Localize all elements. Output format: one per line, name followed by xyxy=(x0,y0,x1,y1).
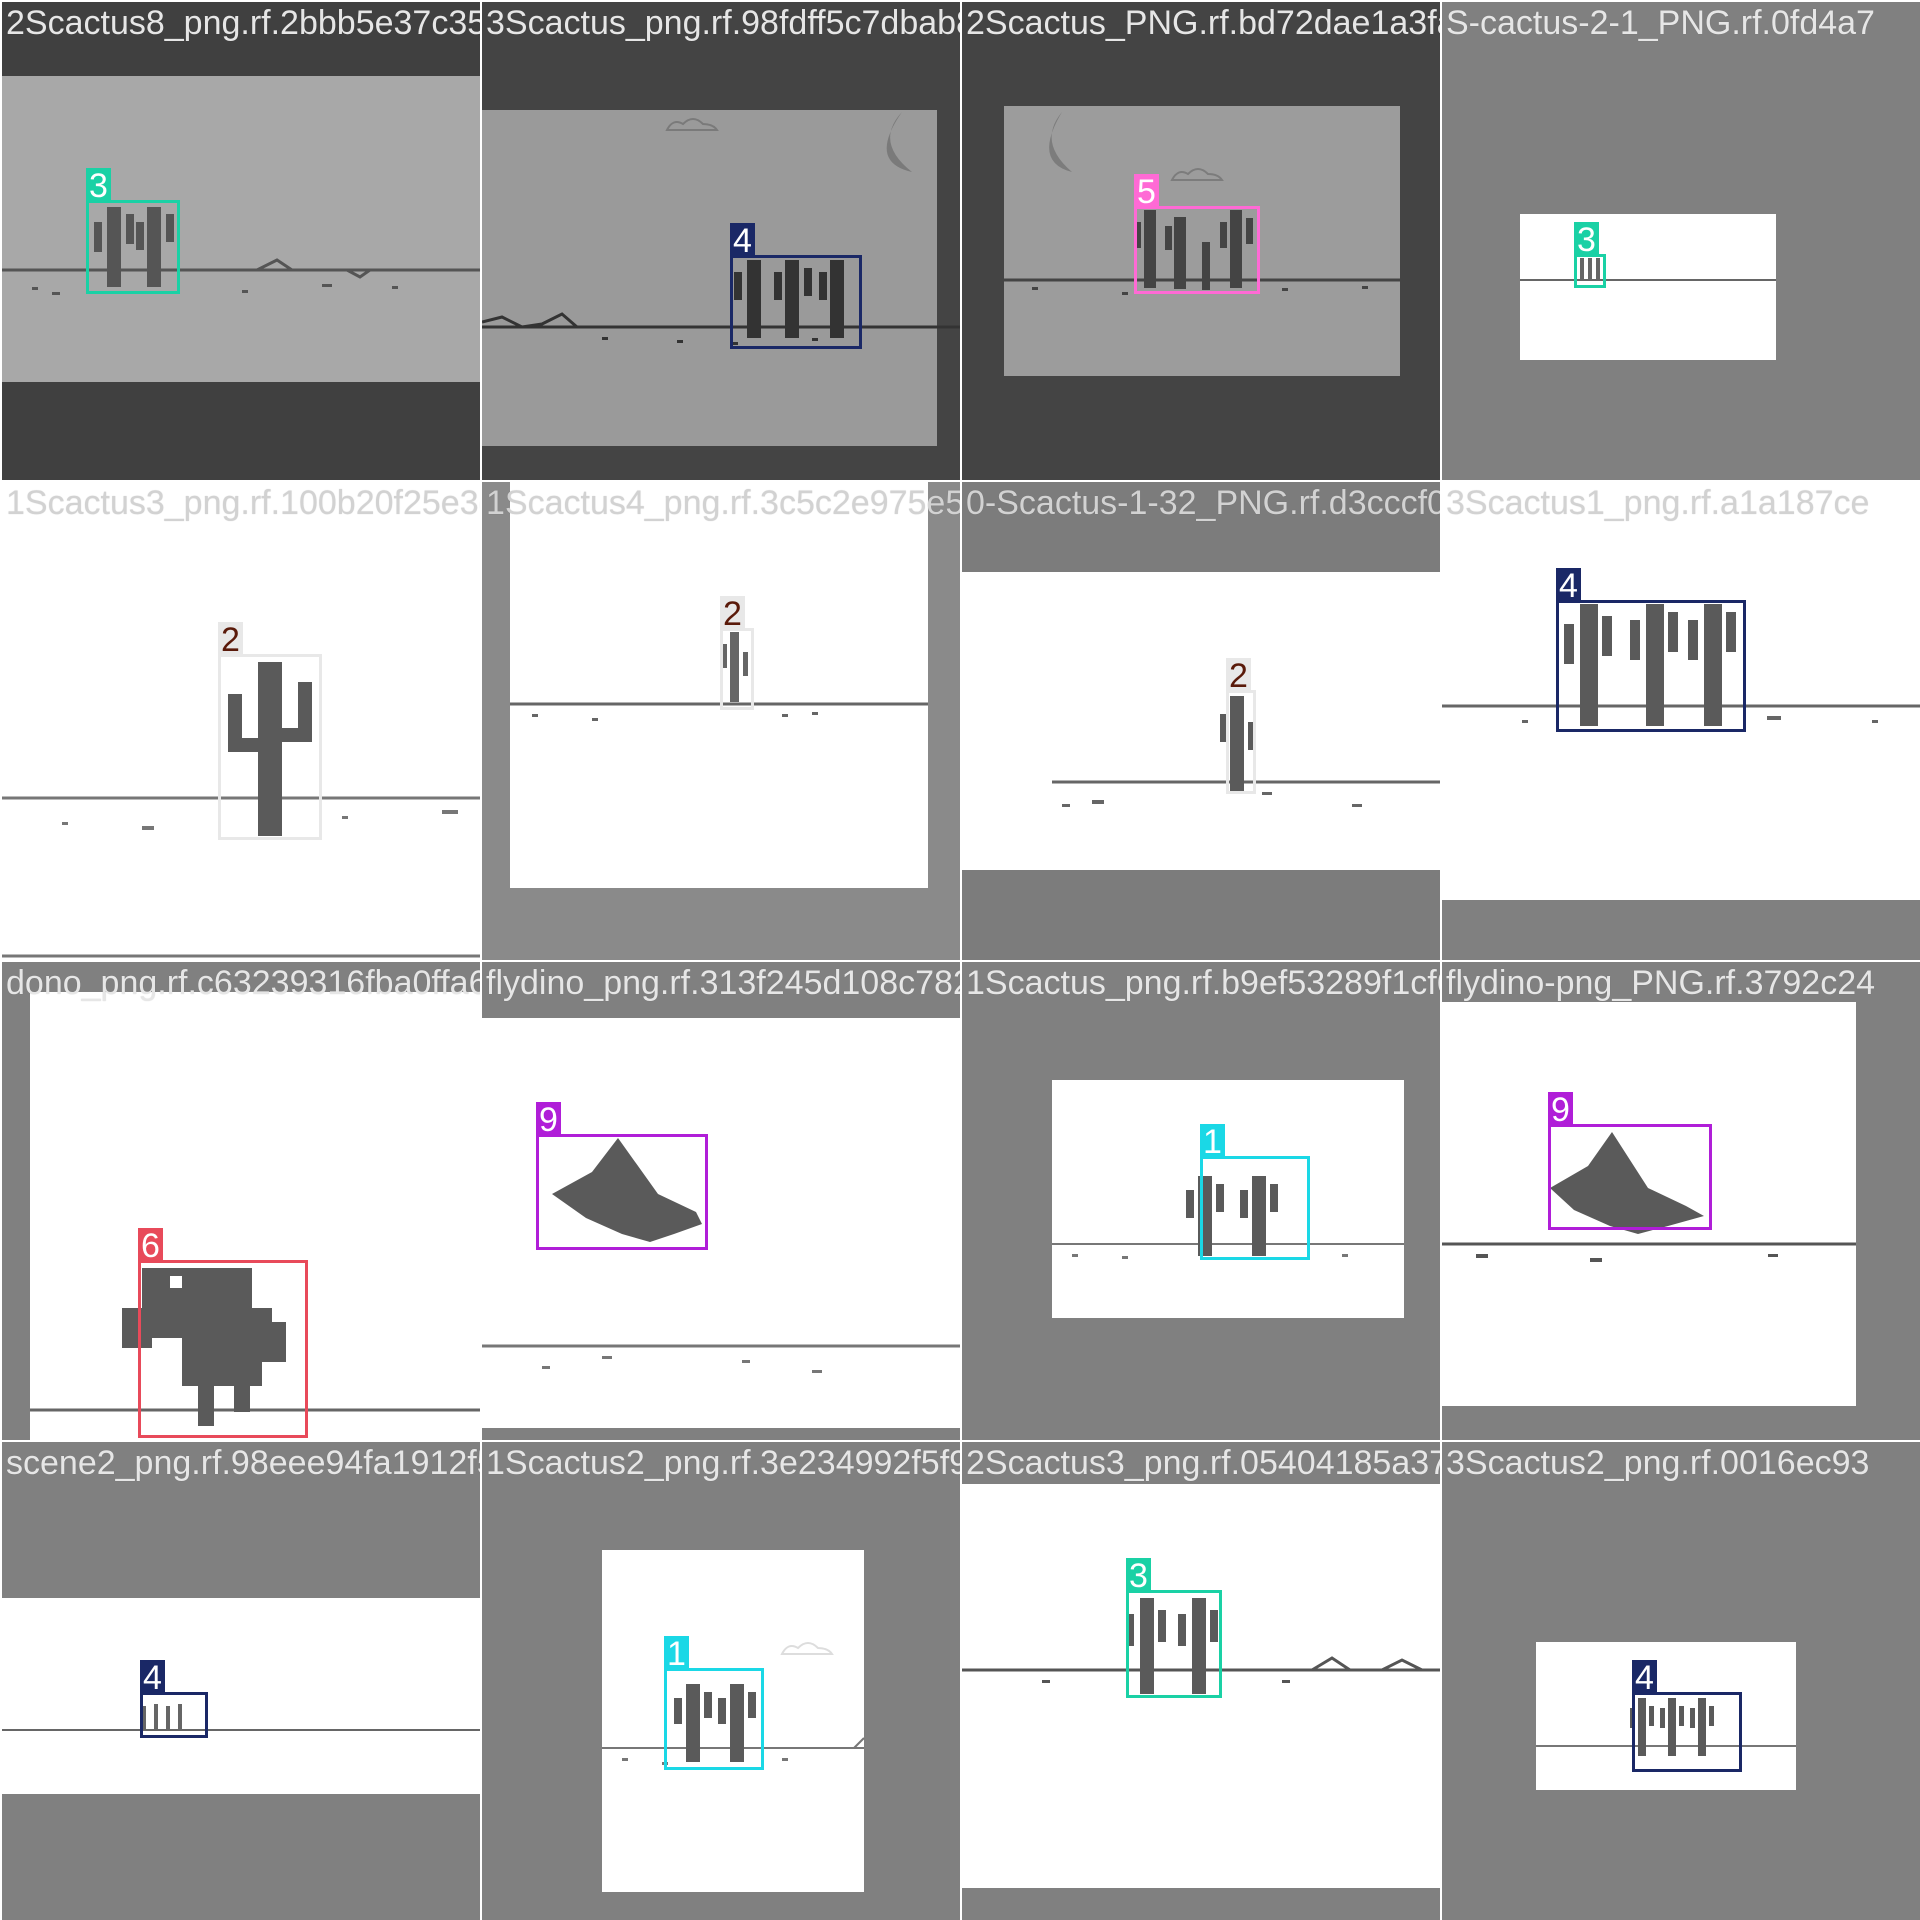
detection-box: 3 xyxy=(1574,222,1606,288)
class-label: 4 xyxy=(1556,568,1581,603)
image-tile: flydino_png.rf.313f245d108c7820f12facea … xyxy=(482,962,960,1440)
image-tile: dono_png.rf.c63239316fba0ffa6f70af40ef43… xyxy=(2,962,480,1440)
game-scene xyxy=(2,482,480,960)
class-label: 3 xyxy=(1574,222,1599,257)
detection-box: 4 xyxy=(1632,1660,1742,1772)
detection-box: 3 xyxy=(86,168,180,294)
detection-box: 2 xyxy=(720,596,754,710)
class-label: 4 xyxy=(140,1660,165,1695)
detection-box: 1 xyxy=(1200,1124,1310,1260)
detection-box: 9 xyxy=(536,1102,708,1250)
class-label: 5 xyxy=(1134,174,1159,209)
class-label: 4 xyxy=(1632,1660,1657,1695)
class-label: 2 xyxy=(1226,658,1251,693)
game-scene xyxy=(1442,1442,1920,1920)
detection-box: 2 xyxy=(218,622,322,840)
game-scene xyxy=(1442,482,1920,960)
image-tile: 3Scactus2_png.rf.0016ec93 4 xyxy=(1442,1442,1920,1920)
detection-box: 4 xyxy=(730,223,862,349)
game-scene xyxy=(482,2,960,480)
detection-box: 4 xyxy=(140,1660,208,1738)
detection-box: 5 xyxy=(1134,174,1260,294)
game-scene xyxy=(1442,2,1920,480)
image-tile: scene2_png.rf.98eee94fa1912f5fbb2821f127… xyxy=(2,1442,480,1920)
game-scene xyxy=(482,1442,960,1920)
detection-box: 6 xyxy=(138,1228,308,1438)
class-label: 6 xyxy=(138,1228,163,1263)
class-label: 3 xyxy=(1126,1558,1151,1593)
detection-box: 1 xyxy=(664,1636,764,1770)
class-label: 9 xyxy=(536,1102,561,1137)
detection-box: 4 xyxy=(1556,568,1746,732)
image-tile: 2Scactus8_png.rf.2bbb5e37c350fc959209af7… xyxy=(2,2,480,480)
class-label: 1 xyxy=(1200,1124,1225,1159)
game-scene xyxy=(2,1442,480,1920)
detection-box: 2 xyxy=(1226,658,1256,794)
class-label: 2 xyxy=(218,622,243,657)
game-scene xyxy=(962,482,1440,960)
game-scene xyxy=(482,962,960,1440)
image-tile: 3Scactus1_png.rf.a1a187ce 4 xyxy=(1442,482,1920,960)
image-tile: 1Scactus2_png.rf.3e234992f5f9b77e35c1e04… xyxy=(482,1442,960,1920)
image-tile: 2Scactus3_png.rf.05404185a37c7fcb8a11fc0… xyxy=(962,1442,1440,1920)
image-tile: 1Scactus4_png.rf.3c5c2e975e56a74401-32_P… xyxy=(482,482,960,960)
image-tile: 3Scactus_png.rf.98fdff5c7dbab8af720a4ac … xyxy=(482,2,960,480)
class-label: 2 xyxy=(720,596,745,631)
class-label: 3 xyxy=(86,168,111,203)
class-label: 1 xyxy=(664,1636,689,1671)
class-label: 4 xyxy=(730,223,755,258)
image-tile: 0-Scactus-1-32_PNG.rf.d3cccf0c33d1c31f5e… xyxy=(962,482,1440,960)
image-tile: flydino-png_PNG.rf.3792c24 9 xyxy=(1442,962,1920,1440)
game-scene xyxy=(2,2,480,480)
game-scene xyxy=(962,2,1440,480)
class-label: 9 xyxy=(1548,1092,1573,1127)
game-scene xyxy=(482,482,960,960)
detection-box: 3 xyxy=(1126,1558,1222,1698)
image-tile: 2Scactus_PNG.rf.bd72dae1a3fa0553f97fe3G … xyxy=(962,2,1440,480)
image-tile: S-cactus-2-1_PNG.rf.0fd4a7 3 xyxy=(1442,2,1920,480)
game-scene xyxy=(2,962,480,1440)
image-tile: 1Scactus_png.rf.b9ef53289f1cf68f0295ad99… xyxy=(962,962,1440,1440)
image-tile: 1Scactus3_png.rf.100b20f25e3cbe56a1a6bdc… xyxy=(2,482,480,960)
game-scene xyxy=(1442,962,1920,1440)
game-scene xyxy=(962,1442,1440,1920)
detection-box: 9 xyxy=(1548,1092,1712,1230)
